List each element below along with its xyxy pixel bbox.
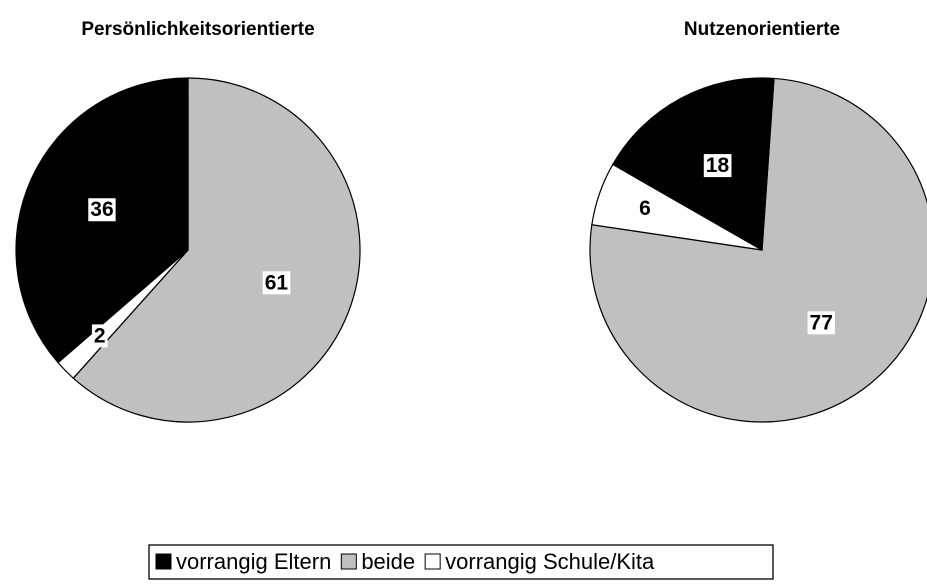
legend-swatch (340, 553, 357, 570)
legend-swatch (155, 553, 172, 570)
data-label: 2 (94, 324, 106, 347)
data-label: 18 (706, 154, 730, 177)
chart-title: Nutzenorientierte (684, 19, 840, 40)
legend-box (148, 544, 774, 580)
pie-slice (589, 77, 927, 423)
pie-slice (72, 77, 361, 423)
data-label-bg (88, 198, 116, 222)
data-label: 6 (639, 197, 651, 220)
pie-slice (611, 77, 775, 251)
legend-label: beide (361, 549, 415, 574)
data-label-bg (91, 324, 108, 348)
data-label: 77 (810, 311, 833, 334)
data-label-bg (807, 311, 835, 335)
legend-label: vorrangig Eltern (176, 549, 331, 574)
legend-swatch (424, 553, 441, 570)
data-label: 36 (90, 198, 113, 221)
legend-label: vorrangig Schule/Kita (445, 549, 655, 574)
data-label-bg (262, 271, 291, 295)
data-label-bg (637, 196, 653, 220)
data-label: 61 (265, 271, 289, 294)
chart-title: Persönlichkeitsorientierte (81, 19, 314, 40)
data-label-bg (703, 154, 732, 178)
